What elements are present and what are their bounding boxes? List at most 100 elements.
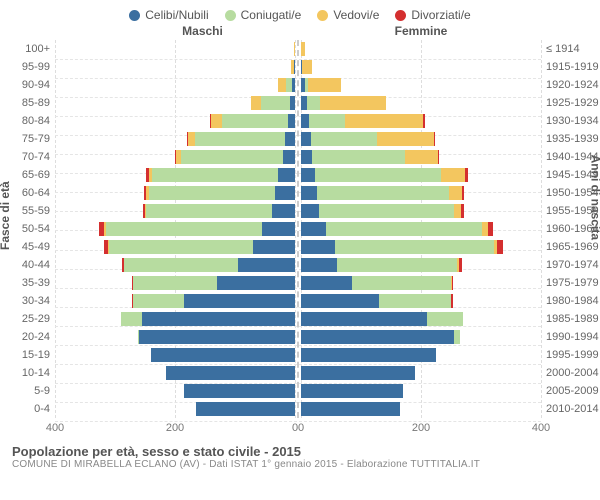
birth-year-label: 1940-1944 (541, 151, 600, 163)
age-label: 20-24 (0, 331, 55, 343)
bar-segment (427, 312, 463, 326)
bar-segment (301, 150, 312, 164)
age-label: 50-54 (0, 223, 55, 235)
bar-segment (301, 294, 379, 308)
pyramid-row: 75-791935-1939 (0, 130, 600, 148)
bar-segment (423, 114, 424, 128)
pyramid-row: 50-541960-1964 (0, 220, 600, 238)
bar-segment (181, 150, 283, 164)
pyramid-row: 70-74 1940-1944 (0, 148, 600, 166)
bar-segment (301, 168, 315, 182)
pyramid-row: 15-191995-1999 (0, 346, 600, 364)
bar-females (301, 132, 541, 146)
age-label: 35-39 (0, 277, 55, 289)
bar-females (301, 330, 541, 344)
bar-segment (449, 186, 462, 200)
bar-females (301, 186, 541, 200)
bar-segment (307, 96, 320, 110)
birth-year-label: 1915-1919 (541, 61, 600, 73)
birth-year-label: 1920-1924 (541, 79, 600, 91)
bar-segment (451, 294, 453, 308)
bar-segment (345, 114, 423, 128)
pyramid-row: 65-691945-1949 (0, 166, 600, 184)
legend-item: Vedovi/e (317, 8, 379, 22)
bar-segment (301, 330, 454, 344)
x-axis: 40020000200400 (0, 422, 600, 440)
bar-segment (301, 258, 337, 272)
bar-segment (315, 168, 441, 182)
legend-label: Coniugati/e (241, 8, 302, 22)
bar-segment (149, 186, 275, 200)
age-label: 5-9 (0, 385, 55, 397)
bar-segment (465, 168, 467, 182)
bar-segment (377, 132, 434, 146)
birth-year-label: 1965-1969 (541, 241, 600, 253)
bar-segment (459, 258, 461, 272)
age-label: 45-49 (0, 241, 55, 253)
bar-segment (352, 276, 451, 290)
bar-segment (454, 204, 461, 218)
chart-title: Popolazione per età, sesso e stato civil… (12, 444, 600, 459)
bar-segment (301, 204, 319, 218)
bar-males (55, 276, 295, 290)
bar-segment (272, 204, 295, 218)
birth-year-label: 1990-1994 (541, 331, 600, 343)
birth-year-label: ≤ 1914 (541, 43, 600, 55)
bar-segment (326, 222, 482, 236)
legend-item: Divorziati/e (395, 8, 470, 22)
pyramid-row: 95-991915-1919 (0, 58, 600, 76)
bar-segment (146, 204, 272, 218)
pyramid-row: 100+≤ 1914 (0, 40, 600, 58)
bar-segment (109, 240, 253, 254)
pyramid-row: 25-291985-1989 (0, 310, 600, 328)
pyramid-row: 60-641950-1954 (0, 184, 600, 202)
header-males: Maschi (55, 24, 295, 38)
x-tick: 200 (412, 422, 430, 434)
age-label: 80-84 (0, 115, 55, 127)
bar-segment (133, 276, 217, 290)
age-label: 25-29 (0, 313, 55, 325)
bar-males (55, 312, 295, 326)
bar-males (55, 294, 295, 308)
bar-males (55, 384, 295, 398)
bar-females (301, 168, 541, 182)
bar-males (55, 96, 295, 110)
bar-females (301, 204, 541, 218)
bar-segment (188, 132, 195, 146)
bar-males (55, 330, 295, 344)
bar-segment (139, 330, 295, 344)
bar-females (301, 60, 541, 74)
bar-segment (301, 384, 403, 398)
pyramid-row: 35-39 1975-1979 (0, 274, 600, 292)
bar-males (55, 348, 295, 362)
birth-year-label: 1935-1939 (541, 133, 600, 145)
bar-segment (166, 366, 295, 380)
bar-segment (211, 114, 222, 128)
bar-segment (222, 114, 288, 128)
bar-segment (301, 402, 400, 416)
bar-females (301, 348, 541, 362)
bar-females (301, 276, 541, 290)
legend-swatch (225, 10, 236, 21)
bar-segment (337, 258, 457, 272)
bar-segment (121, 312, 142, 326)
bar-segment (301, 42, 305, 56)
bar-segment (124, 258, 238, 272)
bar-segment (262, 222, 295, 236)
age-label: 70-74 (0, 151, 55, 163)
population-pyramid-chart: Celibi/NubiliConiugati/eVedovi/eDivorzia… (0, 0, 600, 500)
bar-males (55, 204, 295, 218)
age-label: 65-69 (0, 169, 55, 181)
bar-females (301, 402, 541, 416)
bar-segment (278, 78, 286, 92)
bar-segment (285, 132, 295, 146)
bar-segment (308, 78, 341, 92)
bar-males (55, 366, 295, 380)
legend-item: Coniugati/e (225, 8, 302, 22)
birth-year-label: 2000-2004 (541, 367, 600, 379)
bar-segment (301, 276, 352, 290)
bar-segment (196, 402, 295, 416)
birth-year-label: 1975-1979 (541, 277, 600, 289)
bar-females (301, 42, 541, 56)
pyramid-row: 80-841930-1934 (0, 112, 600, 130)
